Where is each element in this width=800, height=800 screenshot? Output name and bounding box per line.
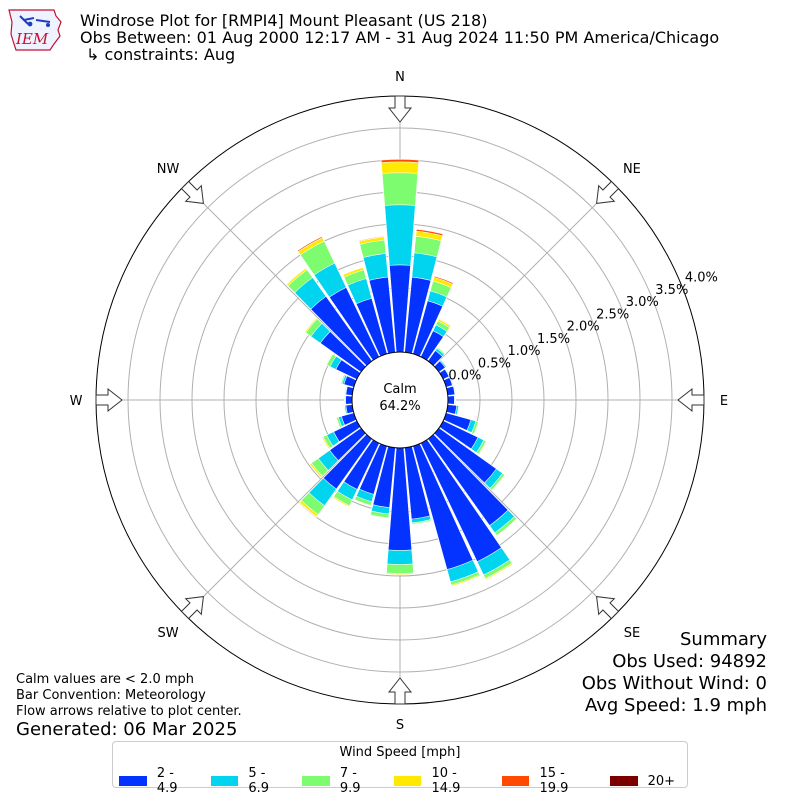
flow-arrow-icon [387,677,413,705]
legend: Wind Speed [mph] 2 - 4.9 5 - 6.9 7 - 9.9 10… [112,741,688,796]
spoke-line [433,184,616,367]
legend-item: 7 - 9.9 [302,766,382,796]
legend-label: 5 - 6.9 [248,766,270,796]
calm-note: Calm values are < 2.0 mph [16,672,195,687]
legend-label: 20+ [647,773,676,789]
legend-item: 20+ [609,766,676,796]
calm-label: Calm [383,382,417,397]
flow-arrow-icon [95,387,123,413]
logo-text: IEM [15,30,49,48]
legend-label: 2 - 4.9 [156,766,178,796]
summary-obs-used: Obs Used: 94892 [612,651,767,672]
compass-label-n: N [395,70,405,85]
wind-bar-segment [345,395,353,405]
radial-tick-label: 4.0% [685,271,718,286]
title-line-1: Windrose Plot for [RMPI4] Mount Pleasant… [80,11,488,30]
legend-swatch [609,776,638,786]
compass-label-sw: SW [158,626,179,641]
compass-label-e: E [720,394,728,409]
summary-obs-without-wind: Obs Without Wind: 0 [581,673,767,694]
legend-item: 5 - 6.9 [210,766,291,796]
legend-swatch [302,776,330,786]
generated-date: Generated: 06 Mar 2025 [16,719,238,740]
title-line-3: ↳ constraints: Aug [86,45,236,64]
summary-avg-speed: Avg Speed: 1.9 mph [585,695,767,716]
legend-swatch [501,776,530,786]
legend-item: 15 - 19.9 [501,766,598,796]
flow-arrow-icon [180,180,204,204]
flow-arrow-icon [596,180,620,204]
compass-label-w: W [70,394,83,409]
radial-tick-label: 0.5% [478,356,511,371]
wind-bar-segment [447,395,455,405]
legend-label: 10 - 14.9 [431,766,461,796]
calm-value: 64.2% [379,399,421,414]
legend-label: 7 - 9.9 [339,766,361,796]
radial-tick-label: 2.5% [596,307,629,322]
compass-label-se: SE [624,626,640,641]
flow-arrow-icon [596,596,620,620]
bar-convention-note: Bar Convention: Meteorology [16,688,206,703]
radial-tick-label: 1.0% [507,344,540,359]
compass-label-nw: NW [157,162,180,177]
legend-swatch [393,776,422,786]
legend-item: 2 - 4.9 [119,766,199,796]
legend-swatch [210,776,239,786]
flow-arrow-icon [677,387,705,413]
spoke-line [184,184,367,367]
spoke-line [433,433,616,616]
legend-items: 2 - 4.9 5 - 6.9 7 - 9.9 10 - 14.9 15 - 19.9 2… [119,766,687,796]
legend-item: 10 - 14.9 [393,766,490,796]
radial-tick-label: 1.5% [537,332,570,347]
radial-tick-label: 2.0% [567,320,600,335]
iem-logo: IEM [6,4,64,52]
radial-tick-label: 3.0% [626,295,659,310]
spoke-line [184,433,367,616]
flow-arrow-icon [180,596,204,620]
legend-title: Wind Speed [mph] [339,745,461,760]
calm-circle [351,351,449,449]
compass-label-s: S [396,718,404,733]
legend-swatch [119,776,147,786]
compass-label-ne: NE [623,162,641,177]
flow-arrow-icon [387,95,413,123]
summary-title: Summary [680,629,767,650]
flow-arrows-note: Flow arrows relative to plot center. [16,704,242,719]
radial-tick-label: 3.5% [655,283,688,298]
radial-tick-label: 0.0% [448,369,481,384]
title-line-2: Obs Between: 01 Aug 2000 12:17 AM - 31 A… [80,28,720,47]
legend-label: 15 - 19.9 [539,766,569,796]
